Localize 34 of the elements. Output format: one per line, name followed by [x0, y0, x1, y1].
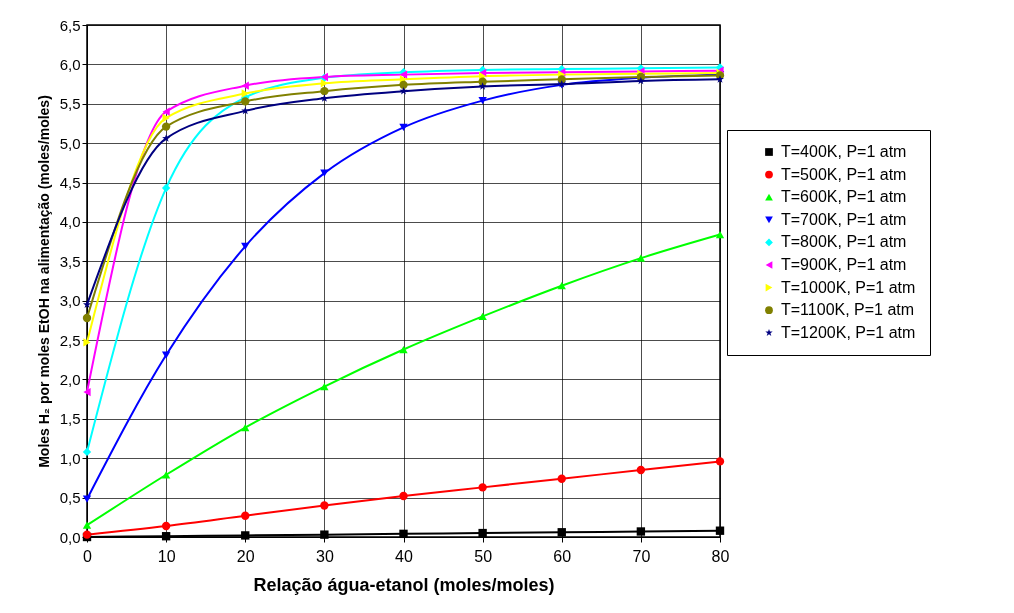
y-tick-label: 4,0	[59, 213, 81, 231]
legend-label: T=400K, P=1 atm	[781, 143, 907, 160]
y-axis-title: Moles H₂ por moles EtOH na alimentação (moles/moles)	[35, 95, 52, 468]
y-tick-label: 2,0	[59, 370, 81, 388]
y-tick-label: 0,5	[59, 489, 81, 507]
legend-label: T=1200K, P=1 atm	[781, 323, 916, 341]
x-tick-label: 70	[632, 547, 651, 565]
x-tick-label: 0	[83, 547, 93, 565]
y-tick-label: 3,5	[59, 252, 81, 270]
legend-label: T=800K, P=1 atm	[781, 233, 907, 251]
legend-label: T=900K, P=1 atm	[781, 256, 907, 273]
x-tick-label: 10	[157, 547, 176, 565]
x-tick-label: 20	[236, 547, 255, 565]
y-tick-label: 5,5	[59, 95, 81, 113]
x-tick-label: 50	[474, 547, 493, 565]
y-tick-label: 5,0	[59, 134, 81, 152]
y-tick-label: 6,0	[59, 55, 81, 73]
y-tick-label: 1,0	[59, 449, 81, 467]
x-tick-label: 80	[711, 547, 730, 565]
y-tick-label: 4,5	[59, 174, 81, 192]
x-axis-title: Relação água-etanol (moles/moles)	[253, 574, 555, 595]
legend-label: T=500K, P=1 atm	[781, 165, 907, 183]
y-tick-label: 2,5	[59, 331, 81, 349]
x-tick-label: 60	[553, 547, 572, 565]
y-tick-label: 0,0	[59, 528, 81, 546]
legend-label: T=600K, P=1 atm	[781, 188, 907, 206]
y-tick-label: 1,5	[59, 410, 81, 428]
y-tick-label: 3,0	[59, 292, 81, 310]
x-tick-label: 30	[315, 547, 334, 565]
x-tick-label: 40	[395, 547, 413, 565]
legend-label: T=1100K, P=1 atm	[781, 301, 915, 319]
legend-label: T=700K, P=1 atm	[781, 210, 907, 228]
legend-label: T=1000K, P=1 atm	[781, 278, 916, 296]
y-tick-label: 6,5	[59, 16, 81, 34]
